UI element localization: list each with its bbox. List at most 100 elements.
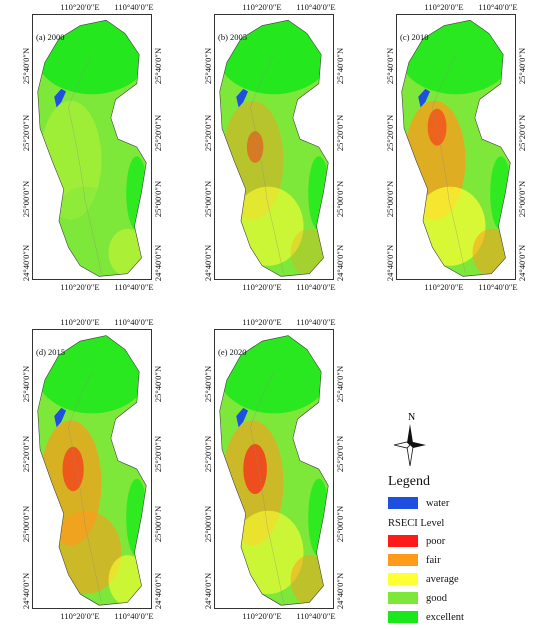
lon-tick-label: 110°40′0″E: [114, 611, 154, 621]
lat-tick-label: 25°00′0″N: [335, 181, 345, 218]
lat-tick-label: 24°40′0″N: [203, 573, 213, 610]
reservoir-water: [54, 88, 67, 108]
excellent-label: excellent: [426, 611, 464, 623]
lat-tick-label: 24°40′0″N: [203, 244, 213, 282]
map-frame: [214, 329, 334, 609]
average-label: average: [426, 573, 459, 585]
panel-label: (d) 2015: [36, 347, 66, 357]
reservoir-water: [236, 88, 249, 108]
fair-swatch: [388, 554, 418, 566]
average-swatch: [388, 573, 418, 585]
lat-tick-label: 25°40′0″N: [335, 48, 345, 85]
lat-tick-label: 24°40′0″N: [153, 244, 163, 282]
map-frame: [32, 14, 152, 280]
lat-tick-label: 25°20′0″N: [203, 435, 213, 473]
lon-tick-label: 110°40′0″E: [114, 282, 154, 292]
lat-tick-label: 25°40′0″N: [335, 365, 345, 403]
lon-tick-label: 110°20′0″E: [60, 611, 100, 621]
lat-tick-label: 25°00′0″N: [203, 505, 213, 543]
panel-label: (c) 2010: [400, 32, 429, 42]
lat-tick-label: 25°20′0″N: [335, 114, 345, 151]
map-frame: [32, 329, 152, 609]
lon-tick-label: 110°40′0″E: [478, 282, 518, 292]
map-panel-2005: (b) 2005 110°20′0″E 110°20′0″E 110°40′0″E 11…: [182, 0, 364, 300]
reservoir-water: [418, 88, 431, 108]
lat-tick-label: 24°40′0″N: [21, 244, 31, 282]
lat-tick-label: 25°40′0″N: [517, 48, 527, 85]
lat-tick-label: 25°20′0″N: [385, 114, 395, 151]
fair-label: fair: [426, 554, 441, 566]
lat-tick-label: 25°40′0″N: [153, 48, 163, 85]
lat-tick-label: 25°40′0″N: [203, 365, 213, 403]
lat-tick-label: 25°00′0″N: [203, 181, 213, 218]
lat-tick-label: 25°40′0″N: [203, 48, 213, 85]
lon-tick-label: 110°20′0″E: [60, 282, 100, 292]
panel-label: (a) 2000: [36, 32, 65, 42]
legend-item-excellent: excellent: [388, 610, 464, 624]
lat-tick-label: 24°40′0″N: [517, 244, 527, 282]
poor-swatch: [388, 535, 418, 547]
lon-tick-label: 110°40′0″E: [296, 282, 336, 292]
lat-tick-label: 24°40′0″N: [153, 573, 163, 610]
lat-tick-label: 25°00′0″N: [153, 181, 163, 218]
lat-tick-label: 25°40′0″N: [21, 48, 31, 85]
panel-label: (b) 2005: [218, 32, 248, 42]
map-frame: [396, 14, 516, 280]
lon-tick-label: 110°20′0″E: [242, 2, 282, 12]
good-label: good: [426, 592, 447, 604]
lat-tick-label: 25°00′0″N: [21, 181, 31, 218]
map-panel-2020: (e) 2020 110°20′0″E 110°20′0″E 110°40′0″E 11…: [182, 315, 364, 629]
lat-tick-label: 25°20′0″N: [335, 435, 345, 473]
good-swatch: [388, 592, 418, 604]
legend-item-average: average: [388, 572, 459, 586]
excellent-swatch: [388, 611, 418, 623]
lat-tick-label: 25°20′0″N: [21, 435, 31, 473]
legend-item-poor: poor: [388, 534, 445, 548]
panel-label: (e) 2020: [218, 347, 247, 357]
lon-tick-label: 110°20′0″E: [242, 611, 282, 621]
lat-tick-label: 25°00′0″N: [335, 505, 345, 543]
lat-tick-label: 24°40′0″N: [385, 244, 395, 282]
lon-tick-label: 110°40′0″E: [296, 317, 336, 327]
lat-tick-label: 25°00′0″N: [21, 505, 31, 543]
legend-item-water: water: [388, 496, 449, 510]
lat-tick-label: 25°00′0″N: [385, 181, 395, 218]
water-label: water: [426, 497, 450, 509]
lon-tick-label: 110°40′0″E: [114, 2, 154, 12]
lon-tick-label: 110°20′0″E: [242, 282, 282, 292]
lat-tick-label: 25°20′0″N: [153, 114, 163, 151]
lon-tick-label: 110°40′0″E: [296, 2, 336, 12]
lat-tick-label: 25°20′0″N: [203, 114, 213, 151]
lat-tick-label: 24°40′0″N: [335, 244, 345, 282]
lat-tick-label: 25°40′0″N: [385, 48, 395, 85]
map-panel-2010: (c) 2010 110°20′0″E 110°20′0″E 110°40′0″E 11…: [364, 0, 550, 300]
lon-tick-label: 110°40′0″E: [114, 317, 154, 327]
lat-tick-label: 25°20′0″N: [21, 114, 31, 151]
lat-tick-label: 24°40′0″N: [335, 573, 345, 610]
lat-tick-label: 25°00′0″N: [517, 181, 527, 218]
lat-tick-label: 24°40′0″N: [21, 573, 31, 610]
lon-tick-label: 110°20′0″E: [424, 282, 464, 292]
map-panel-2015: (d) 2015 110°20′0″E 110°20′0″E 110°40′0″E 11…: [0, 315, 182, 629]
water-swatch: [388, 497, 418, 509]
lon-tick-label: 110°20′0″E: [242, 317, 282, 327]
lat-tick-label: 25°00′0″N: [153, 505, 163, 543]
legend-item-fair: fair: [388, 553, 441, 567]
legend: N Legend water RSECI Level poor fair avera…: [382, 410, 542, 623]
lon-tick-label: 110°20′0″E: [60, 317, 100, 327]
reservoir-water: [54, 407, 67, 428]
legend-title: Legend: [388, 474, 430, 489]
lat-tick-label: 25°40′0″N: [21, 365, 31, 403]
north-arrow: N: [392, 410, 428, 467]
lat-tick-label: 25°40′0″N: [153, 365, 163, 403]
lat-tick-label: 25°20′0″N: [517, 114, 527, 151]
lon-tick-label: 110°20′0″E: [60, 2, 100, 12]
north-label: N: [408, 412, 415, 423]
poor-label: poor: [426, 535, 446, 547]
legend-subtitle: RSECI Level: [388, 518, 445, 529]
lon-tick-label: 110°20′0″E: [424, 2, 464, 12]
legend-item-good: good: [388, 591, 447, 605]
lat-tick-label: 25°20′0″N: [153, 435, 163, 473]
lon-tick-label: 110°40′0″E: [478, 2, 518, 12]
lon-tick-label: 110°40′0″E: [296, 611, 336, 621]
